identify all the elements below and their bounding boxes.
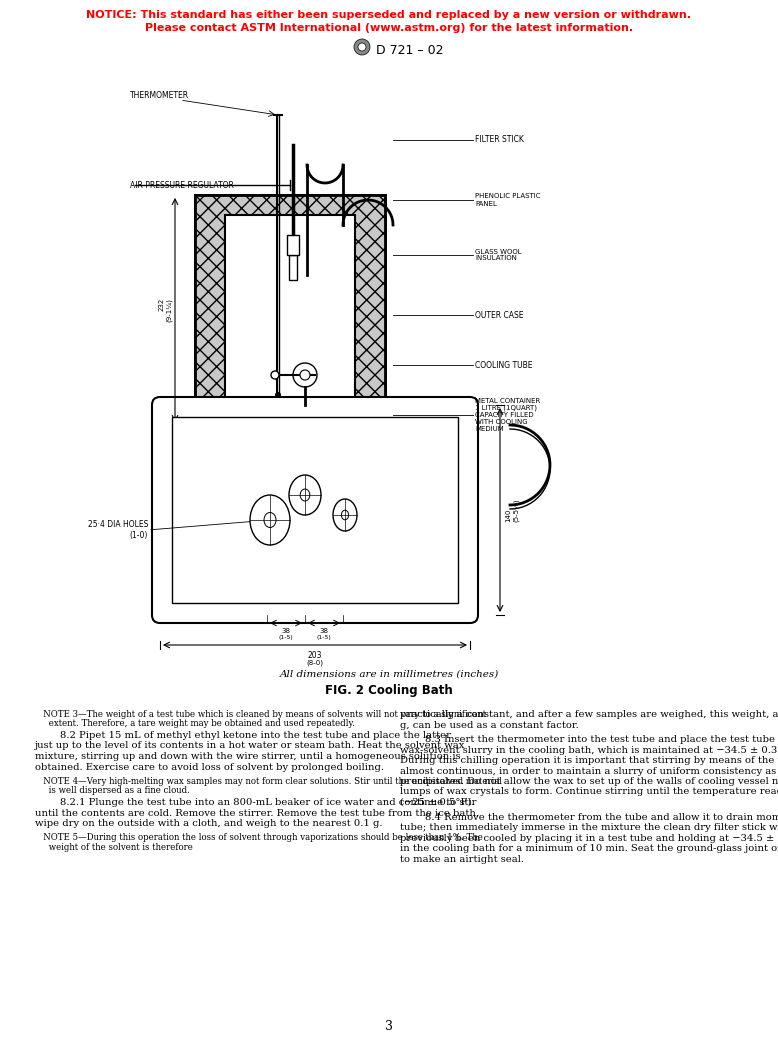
Text: g, can be used as a constant factor.: g, can be used as a constant factor. (400, 720, 579, 730)
Text: weight of the solvent is therefore: weight of the solvent is therefore (35, 842, 193, 852)
Text: tube; then immediately immerse in the mixture the clean dry filter stick which h: tube; then immediately immerse in the mi… (400, 823, 778, 832)
Text: 38: 38 (282, 628, 290, 634)
Text: NOTE 3—The weight of a test tube which is cleaned by means of solvents will not : NOTE 3—The weight of a test tube which i… (35, 710, 486, 719)
Text: Please contact ASTM International (www.astm.org) for the latest information.: Please contact ASTM International (www.a… (145, 23, 633, 33)
Text: 203: 203 (308, 651, 322, 660)
Text: until the contents are cold. Remove the stirrer. Remove the test tube from the i: until the contents are cold. Remove the … (35, 809, 479, 817)
Ellipse shape (264, 512, 276, 528)
Text: lumps of wax crystals to form. Continue stirring until the temperature reaches −: lumps of wax crystals to form. Continue … (400, 787, 778, 796)
Text: wax-solvent slurry in the cooling bath, which is maintained at −34.5 ± 0.3°C (−3: wax-solvent slurry in the cooling bath, … (400, 745, 778, 755)
Text: is well dispersed as a fine cloud.: is well dispersed as a fine cloud. (35, 786, 190, 795)
Text: almost continuous, in order to maintain a slurry of uniform consistency as the w: almost continuous, in order to maintain … (400, 766, 778, 776)
Circle shape (271, 371, 279, 379)
Text: During this chilling operation it is important that stirring by means of the the: During this chilling operation it is imp… (400, 756, 778, 765)
Text: METAL CONTAINER
1 LITRE (1QUART)
CAPACITY FILLED
WITH COOLING
MEDIUM: METAL CONTAINER 1 LITRE (1QUART) CAPACIT… (475, 398, 540, 432)
Text: in the cooling bath for a minimum of 10 min. Seat the ground-glass joint of the : in the cooling bath for a minimum of 10 … (400, 844, 778, 853)
Bar (287, 235, 299, 255)
Text: OUTER CASE: OUTER CASE (475, 310, 524, 320)
Text: NOTE 5—During this operation the loss of solvent through vaporizations should be: NOTE 5—During this operation the loss of… (35, 834, 483, 842)
Text: 8.3 Insert the thermometer into the test tube and place the test tube containing: 8.3 Insert the thermometer into the test… (400, 735, 778, 744)
Text: FILTER STICK: FILTER STICK (475, 135, 524, 145)
Bar (195, 195, 385, 425)
FancyBboxPatch shape (152, 397, 478, 623)
Text: All dimensions are in millimetres (inches): All dimensions are in millimetres (inche… (279, 670, 499, 679)
Text: obtained. Exercise care to avoid loss of solvent by prolonged boiling.: obtained. Exercise care to avoid loss of… (35, 762, 384, 771)
Text: 140
(5-5½): 140 (5-5½) (505, 499, 519, 522)
Text: GLASS WOOL
INSULATION: GLASS WOOL INSULATION (475, 249, 521, 261)
Text: (−25 ± 0.5°F).: (−25 ± 0.5°F). (400, 798, 475, 807)
Text: 8.2.1 Plunge the test tube into an 800-mL beaker of ice water and continue to st: 8.2.1 Plunge the test tube into an 800-m… (35, 798, 476, 807)
Text: wipe dry on the outside with a cloth, and weigh to the nearest 0.1 g.: wipe dry on the outside with a cloth, an… (35, 819, 383, 828)
Circle shape (293, 363, 317, 387)
Text: (1-5): (1-5) (317, 635, 331, 640)
Circle shape (354, 39, 370, 55)
Circle shape (358, 43, 366, 51)
Text: THERMOMETER: THERMOMETER (130, 91, 189, 100)
Text: 3: 3 (385, 1020, 393, 1033)
Text: NOTE 4—Very high-melting wax samples may not form clear solutions. Stir until th: NOTE 4—Very high-melting wax samples may… (35, 777, 502, 786)
Text: to make an airtight seal.: to make an airtight seal. (400, 855, 524, 863)
Ellipse shape (250, 496, 290, 545)
Ellipse shape (333, 499, 357, 531)
Text: 25·4 DIA HOLES
(1-0): 25·4 DIA HOLES (1-0) (88, 520, 148, 539)
Text: AIR PRESSURE REGULATOR: AIR PRESSURE REGULATOR (130, 180, 234, 189)
Text: 8.2 Pipet 15 mL of methyl ethyl ketone into the test tube and place the latter: 8.2 Pipet 15 mL of methyl ethyl ketone i… (35, 731, 451, 740)
Text: 232
(9-1¼): 232 (9-1¼) (159, 298, 172, 322)
Text: 38: 38 (320, 628, 328, 634)
Ellipse shape (342, 510, 349, 519)
Text: mixture, stirring up and down with the wire stirrer, until a homogeneous solutio: mixture, stirring up and down with the w… (35, 752, 461, 761)
Text: (8-0): (8-0) (307, 659, 324, 665)
Text: PHENOLIC PLASTIC
PANEL: PHENOLIC PLASTIC PANEL (475, 194, 541, 206)
Circle shape (300, 370, 310, 380)
Text: previously been cooled by placing it in a test tube and holding at −34.5 ± 1°C (: previously been cooled by placing it in … (400, 834, 778, 842)
Ellipse shape (289, 475, 321, 515)
Text: D 721 – 02: D 721 – 02 (376, 44, 443, 56)
Text: just up to the level of its contents in a hot water or steam bath. Heat the solv: just up to the level of its contents in … (35, 741, 465, 751)
Ellipse shape (300, 489, 310, 501)
Bar (289, 255, 297, 280)
Text: 8.4 Remove the thermometer from the tube and allow it to drain momentarily into : 8.4 Remove the thermometer from the tube… (400, 812, 778, 821)
Text: precipitates. Do not allow the wax to set up of the walls of cooling vessel nor : precipitates. Do not allow the wax to se… (400, 777, 778, 786)
Text: practically a constant, and after a few samples are weighed, this weight, approx: practically a constant, and after a few … (400, 710, 778, 719)
Bar (172, 417, 458, 603)
Text: extent. Therefore, a tare weight may be obtained and used repeatedly.: extent. Therefore, a tare weight may be … (35, 719, 355, 728)
Circle shape (275, 392, 281, 398)
Bar (225, 215, 355, 405)
Text: FIG. 2 Cooling Bath: FIG. 2 Cooling Bath (325, 684, 453, 697)
Bar (195, 195, 385, 425)
Text: NOTICE: This standard has either been superseded and replaced by a new version o: NOTICE: This standard has either been su… (86, 10, 692, 20)
Text: COOLING TUBE: COOLING TUBE (475, 360, 532, 370)
Text: (1-5): (1-5) (279, 635, 293, 640)
